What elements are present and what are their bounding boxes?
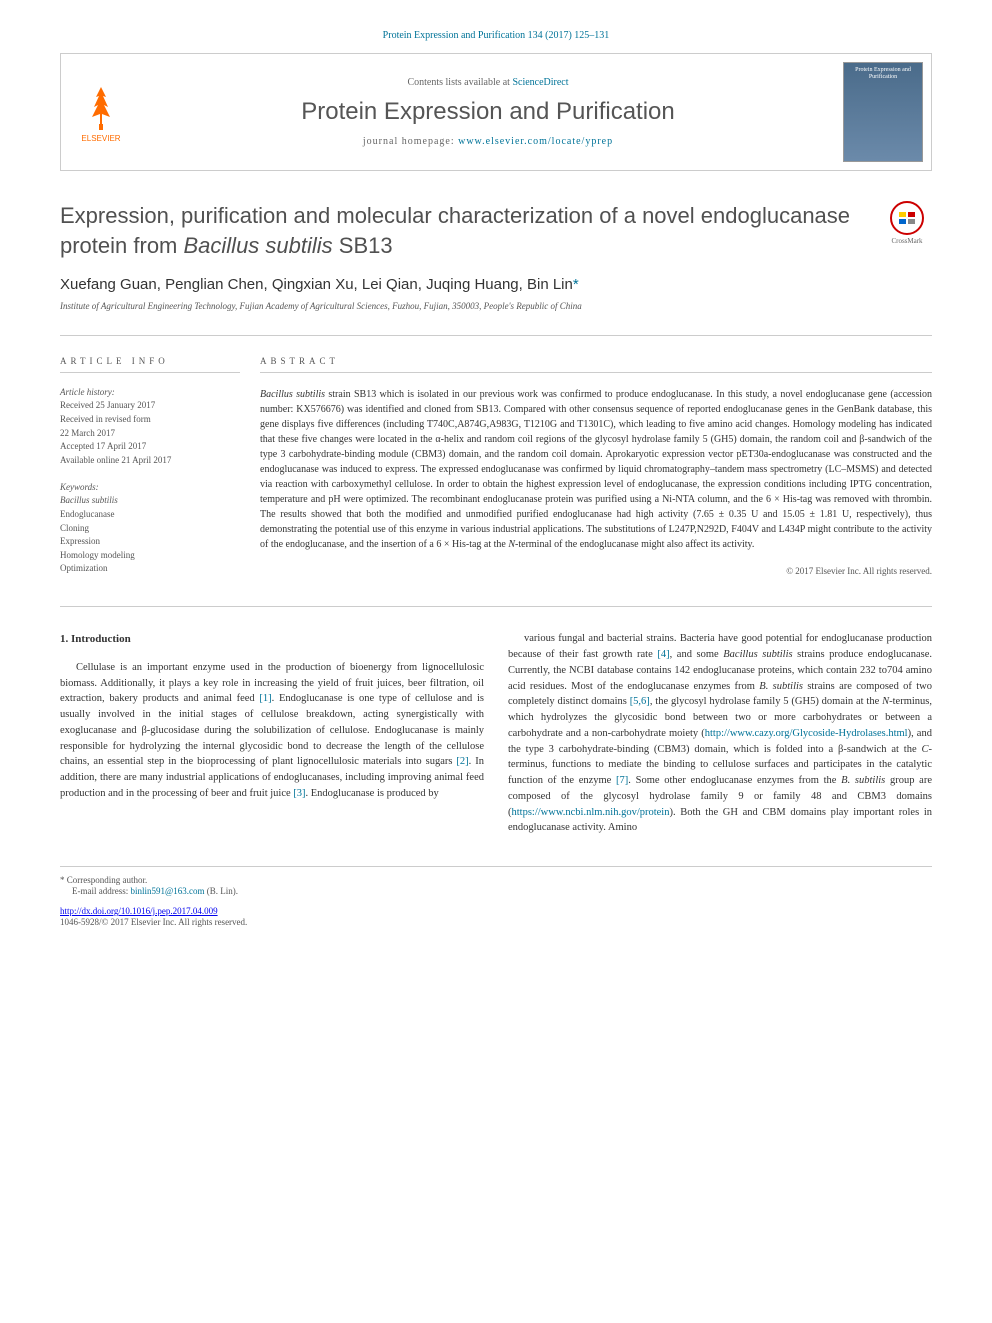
keyword-item: Homology modeling — [60, 549, 240, 562]
email-link[interactable]: binlin591@163.com — [130, 886, 204, 896]
article-title: Expression, purification and molecular c… — [60, 201, 862, 260]
homepage-prefix: journal homepage: — [363, 136, 458, 147]
body-column-left: 1. Introduction Cellulase is an importan… — [60, 631, 484, 836]
elsevier-tree-icon — [76, 82, 126, 132]
crossmark-label: CrossMark — [891, 237, 922, 245]
authors-names: Xuefang Guan, Penglian Chen, Qingxian Xu… — [60, 276, 573, 293]
homepage-line: journal homepage: www.elsevier.com/locat… — [141, 136, 835, 147]
email-prefix: E-mail address: — [72, 886, 130, 896]
title-row: Expression, purification and molecular c… — [60, 201, 932, 260]
title-text-italic: Bacillus subtilis — [184, 233, 333, 258]
doi-link[interactable]: http://dx.doi.org/10.1016/j.pep.2017.04.… — [60, 906, 218, 916]
title-text-suffix: SB13 — [333, 233, 393, 258]
keyword-item: Expression — [60, 535, 240, 548]
history-label: Article history: — [60, 387, 240, 397]
article-info-heading: ARTICLE INFO — [60, 356, 240, 373]
contents-prefix: Contents lists available at — [407, 77, 512, 88]
ncbi-link[interactable]: https://www.ncbi.nlm.nih.gov/protein — [512, 807, 670, 818]
keyword-item: Bacillus subtilis — [60, 494, 240, 507]
journal-cover-thumbnail: Protein Expression and Purification — [843, 62, 923, 162]
email-suffix: (B. Lin). — [205, 886, 239, 896]
keyword-item: Optimization — [60, 562, 240, 575]
crossmark-circle-icon — [890, 201, 924, 235]
elsevier-label: ELSEVIER — [81, 134, 120, 143]
sciencedirect-link[interactable]: ScienceDirect — [512, 77, 568, 88]
homepage-link[interactable]: www.elsevier.com/locate/yprep — [458, 136, 613, 147]
keyword-item: Cloning — [60, 522, 240, 535]
journal-name: Protein Expression and Purification — [141, 98, 835, 126]
abstract-text: Bacillus subtilis strain SB13 which is i… — [260, 387, 932, 552]
intro-paragraph-1: Cellulase is an important enzyme used in… — [60, 660, 484, 802]
history-item: Received 25 January 2017 — [60, 399, 240, 412]
affiliation: Institute of Agricultural Engineering Te… — [60, 301, 932, 311]
elsevier-logo-block: ELSEVIER — [61, 67, 141, 157]
intro-paragraph-2: various fungal and bacterial strains. Ba… — [508, 631, 932, 836]
footer-block: * Corresponding author. E-mail address: … — [60, 866, 932, 927]
body-columns: 1. Introduction Cellulase is an importan… — [60, 631, 932, 836]
email-line: E-mail address: binlin591@163.com (B. Li… — [60, 886, 932, 896]
body-column-right: various fungal and bacterial strains. Ba… — [508, 631, 932, 836]
issn-line: 1046-5928/© 2017 Elsevier Inc. All right… — [60, 917, 932, 927]
doi-line: http://dx.doi.org/10.1016/j.pep.2017.04.… — [60, 906, 932, 916]
keywords-list: Bacillus subtilisEndoglucanaseCloningExp… — [60, 494, 240, 575]
history-item: Available online 21 April 2017 — [60, 454, 240, 467]
corresponding-author-note: * Corresponding author. — [60, 875, 932, 885]
article-info-column: ARTICLE INFO Article history: Received 2… — [60, 356, 260, 576]
info-abstract-row: ARTICLE INFO Article history: Received 2… — [60, 335, 932, 576]
header-center: Contents lists available at ScienceDirec… — [141, 65, 835, 159]
intro-heading: 1. Introduction — [60, 631, 484, 648]
citation-header: Protein Expression and Purification 134 … — [60, 30, 932, 41]
title-text-plain: Expression, purification and molecular c… — [60, 203, 850, 258]
corresponding-marker: * — [573, 276, 579, 293]
abstract-copyright: © 2017 Elsevier Inc. All rights reserved… — [260, 566, 932, 576]
contents-available-line: Contents lists available at ScienceDirec… — [141, 77, 835, 88]
history-item: Accepted 17 April 2017 — [60, 440, 240, 453]
cover-title-text: Protein Expression and Purification — [848, 67, 918, 81]
history-list: Received 25 January 2017Received in revi… — [60, 399, 240, 466]
abstract-heading: ABSTRACT — [260, 356, 932, 373]
history-item: Received in revised form — [60, 413, 240, 426]
keyword-item: Endoglucanase — [60, 508, 240, 521]
cazy-link[interactable]: http://www.cazy.org/Glycoside-Hydrolases… — [705, 728, 908, 739]
crossmark-badge[interactable]: CrossMark — [882, 201, 932, 251]
journal-header-box: ELSEVIER Contents lists available at Sci… — [60, 53, 932, 171]
divider — [60, 606, 932, 607]
authors-line: Xuefang Guan, Penglian Chen, Qingxian Xu… — [60, 276, 932, 293]
history-item: 22 March 2017 — [60, 427, 240, 440]
keywords-label: Keywords: — [60, 482, 240, 492]
abstract-column: ABSTRACT Bacillus subtilis strain SB13 w… — [260, 356, 932, 576]
